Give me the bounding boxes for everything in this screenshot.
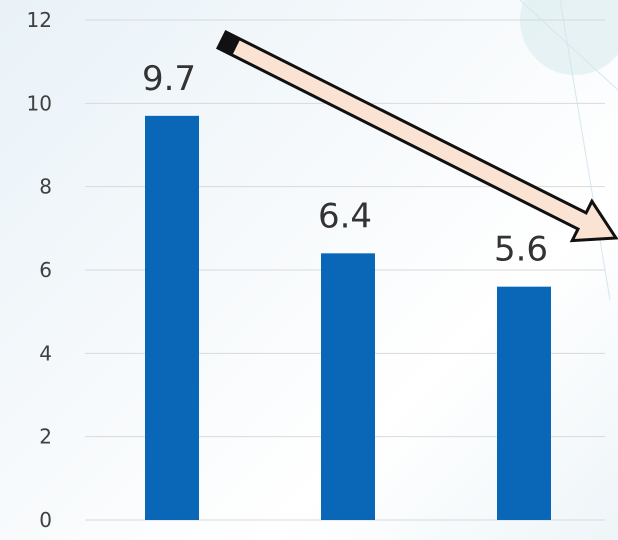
bar [145,115,199,520]
y-tick-label: 0 [39,508,52,532]
bars [145,115,551,521]
y-tick-label: 6 [39,258,52,282]
trend-arrow-tail [218,32,241,56]
y-axis-tick-labels: 0 2 4 6 8 10 12 [27,8,52,532]
data-label: 9.7 [142,59,196,99]
y-tick-label: 4 [39,341,52,365]
bar [497,286,551,520]
y-tick-label: 10 [27,91,52,115]
trend-arrow [215,29,618,243]
data-label: 5.6 [494,230,548,270]
data-label: 6.4 [318,196,372,236]
data-labels: 9.7 6.4 5.6 [142,59,548,270]
background-decoration [519,0,618,301]
y-tick-label: 2 [39,425,52,449]
y-tick-label: 8 [39,175,52,199]
trend-arrow-shape [215,29,618,243]
bar [321,253,375,521]
y-tick-label: 12 [27,8,52,32]
